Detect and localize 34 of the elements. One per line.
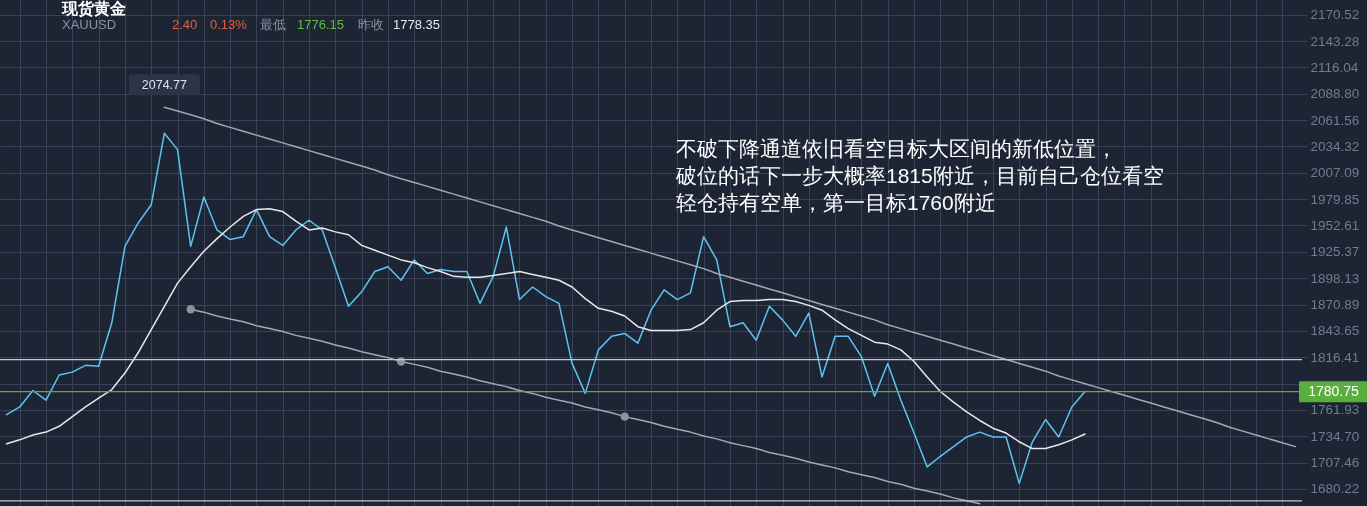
y-tick-label: 2088.80 (1310, 86, 1360, 102)
y-tick-label: 2143.28 (1310, 33, 1360, 49)
y-tick-label: 1761.93 (1310, 402, 1360, 418)
y-tick-label: 2170.52 (1310, 7, 1360, 23)
y-tick-label: 1925.37 (1310, 244, 1360, 260)
annotation: 昨收 (358, 17, 384, 32)
y-tick-label: 1843.65 (1310, 323, 1360, 339)
y-tick-label: 1979.85 (1310, 191, 1360, 207)
ref-line-label: 1780.75 (1308, 382, 1360, 399)
y-tick-label: 1680.22 (1310, 481, 1360, 497)
annotation: 最低 (260, 17, 286, 32)
y-tick-label: 1898.13 (1310, 270, 1360, 286)
annotation: 2.40 (172, 17, 198, 32)
y-tick-label: 1952.61 (1310, 217, 1360, 233)
text: XAUUSD (62, 17, 117, 32)
y-tick-label: 1734.70 (1310, 428, 1360, 444)
y-tick-label: 1707.46 (1310, 455, 1360, 471)
chart-title: 现货黄金 (61, 0, 126, 18)
y-tick-label: 2061.56 (1310, 112, 1360, 128)
y-tick-label: 2007.09 (1310, 165, 1360, 181)
y-tick-label: 1870.89 (1310, 297, 1360, 313)
annotation: 0.13% (210, 17, 248, 32)
annotation: 不破下降通道依旧看空目标大区间的新低位置， (676, 137, 1117, 160)
annotation: 轻仓持有空单，第一目标1760附近 (676, 191, 996, 214)
annotation: 破位的话下一步大概率1815附近，目前自己仓位看空 (675, 164, 1164, 187)
annotation: 1776.15 (297, 17, 344, 32)
annotation: 2074.77 (141, 77, 188, 92)
line-series (163, 106, 1297, 448)
y-tick-label: 2116.04 (1310, 59, 1359, 75)
point (186, 305, 195, 314)
y-tick-label: 2034.32 (1310, 138, 1360, 154)
annotation: 1778.35 (393, 17, 440, 32)
point (620, 412, 629, 421)
y-tick-label: 1816.41 (1310, 349, 1360, 365)
